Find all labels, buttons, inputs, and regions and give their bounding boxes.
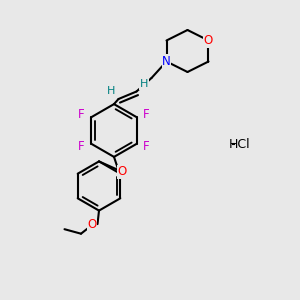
Text: F: F <box>143 140 150 153</box>
Text: O: O <box>118 165 127 178</box>
Text: F: F <box>78 108 85 121</box>
Text: HCl: HCl <box>229 137 251 151</box>
Text: O: O <box>88 218 97 232</box>
Text: F: F <box>78 140 85 153</box>
Text: H: H <box>140 79 148 89</box>
Text: F: F <box>143 108 150 121</box>
Text: N: N <box>162 55 171 68</box>
Text: H: H <box>107 86 115 97</box>
Text: O: O <box>204 34 213 47</box>
